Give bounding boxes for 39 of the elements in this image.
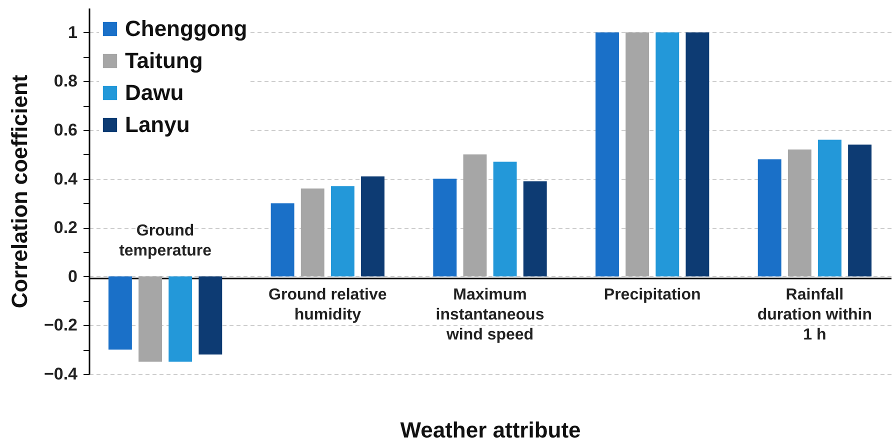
y-axis-title: Correlation coefficient [6,74,32,308]
x-tick-label: Ground relative humidity [268,286,387,324]
legend-label: Taitung [125,48,203,73]
x-tick-label: Rainfall duration within 1 h [757,286,872,344]
bar [433,178,457,276]
bar [138,276,162,362]
bar [493,162,517,276]
bar [463,154,487,276]
legend-label: Dawu [125,80,184,105]
y-tick-label: 0.4 [54,169,78,188]
bar [361,176,384,276]
y-tick-label: 1 [68,22,78,42]
y-tick-label: 0.6 [54,120,78,140]
bar [300,188,324,276]
y-tick-label: −0.2 [44,316,78,335]
bar [626,32,650,276]
y-tick-label: −0.4 [44,364,78,384]
bar [788,150,812,276]
bar [818,140,842,276]
y-tick-label: 0.2 [54,218,78,238]
bar [656,32,680,276]
bar [108,276,132,350]
bar [596,32,619,276]
bar [198,276,222,354]
bar [686,32,710,276]
x-axis-title: Weather attribute [400,418,581,442]
x-tick-label: Maximum instantaneous wind speed [436,286,544,344]
x-tick-label: Precipitation [604,286,701,304]
bar [330,186,354,276]
y-tick-label: 0.8 [54,72,78,91]
bar [758,159,782,276]
x-tick-label: Ground temperature [119,222,212,260]
bar [168,276,192,362]
bar [848,144,872,276]
legend-label: Chenggong [125,16,248,41]
legend-label: Lanyu [125,112,190,137]
bar [270,203,294,276]
bar [523,181,547,276]
y-tick-label: 0 [68,266,78,286]
